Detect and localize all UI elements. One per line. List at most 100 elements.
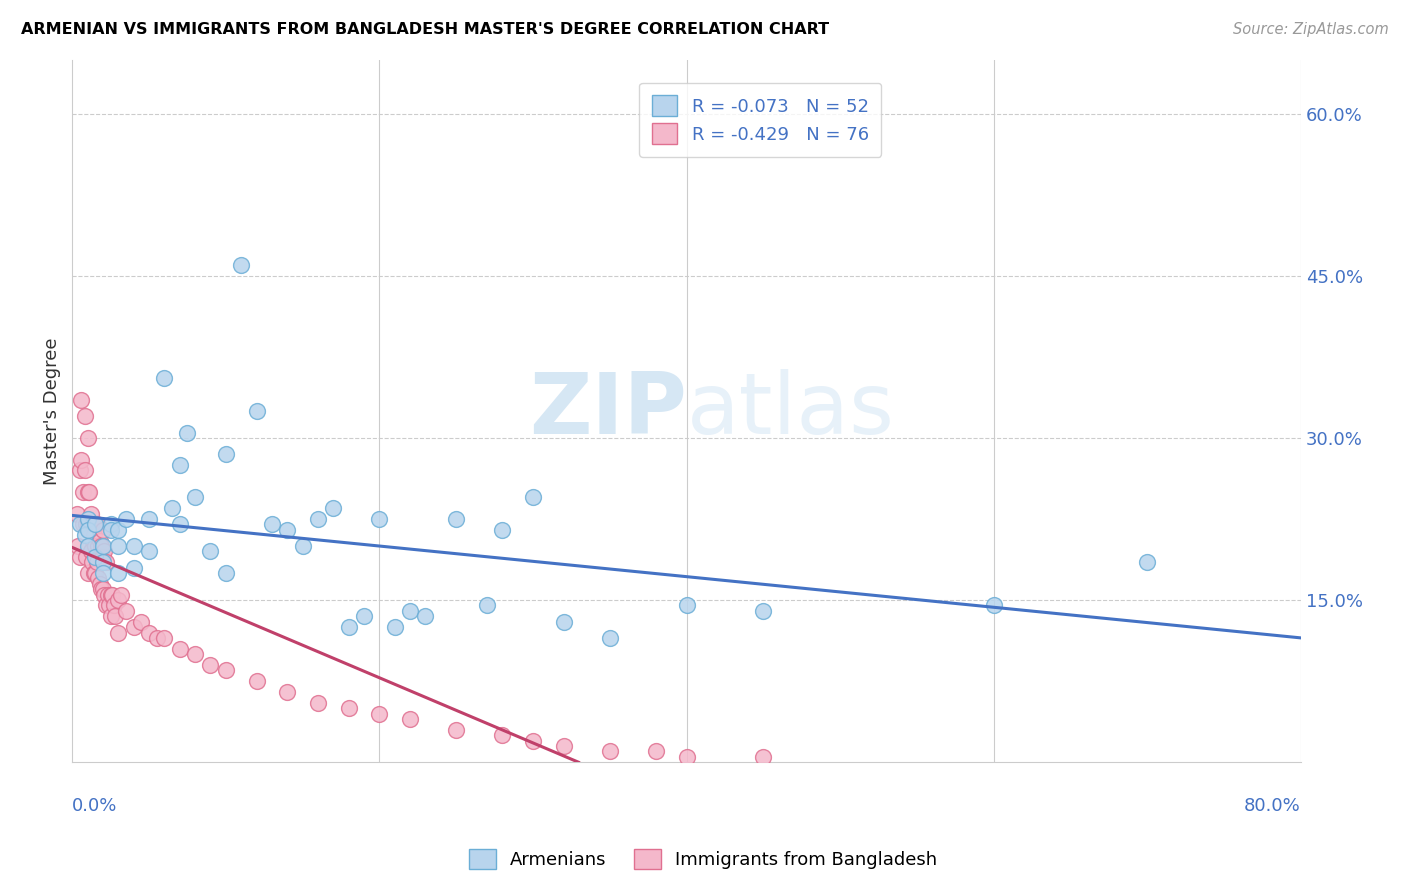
Point xyxy=(276,523,298,537)
Point xyxy=(89,577,111,591)
Point xyxy=(75,549,97,564)
Text: 0.0%: 0.0% xyxy=(72,797,118,815)
Point xyxy=(84,517,107,532)
Point xyxy=(94,555,117,569)
Point xyxy=(553,739,575,753)
Point xyxy=(169,641,191,656)
Point xyxy=(337,701,360,715)
Legend: Armenians, Immigrants from Bangladesh: Armenians, Immigrants from Bangladesh xyxy=(460,839,946,879)
Point xyxy=(215,663,238,677)
Point xyxy=(98,599,121,613)
Point xyxy=(553,615,575,629)
Point xyxy=(322,501,344,516)
Text: atlas: atlas xyxy=(686,369,894,452)
Point xyxy=(101,588,124,602)
Point xyxy=(79,544,101,558)
Point xyxy=(93,588,115,602)
Point xyxy=(522,491,544,505)
Point xyxy=(215,447,238,461)
Point xyxy=(100,588,122,602)
Point xyxy=(100,609,122,624)
Point xyxy=(399,712,422,726)
Point xyxy=(169,517,191,532)
Point xyxy=(84,539,107,553)
Point xyxy=(87,571,110,585)
Point xyxy=(245,674,267,689)
Point xyxy=(93,544,115,558)
Point xyxy=(100,517,122,532)
Point xyxy=(153,631,176,645)
Point xyxy=(86,517,108,532)
Point xyxy=(76,566,98,580)
Point xyxy=(353,609,375,624)
Point xyxy=(72,517,94,532)
Point xyxy=(153,371,176,385)
Point xyxy=(67,539,90,553)
Point xyxy=(76,523,98,537)
Point xyxy=(444,723,467,737)
Point xyxy=(138,512,160,526)
Point xyxy=(103,599,125,613)
Text: 80.0%: 80.0% xyxy=(1244,797,1301,815)
Point xyxy=(77,523,100,537)
Point xyxy=(200,657,222,672)
Point xyxy=(91,549,114,564)
Point xyxy=(90,582,112,597)
Point xyxy=(90,539,112,553)
Point xyxy=(76,517,98,532)
Point xyxy=(491,728,513,742)
Text: ARMENIAN VS IMMIGRANTS FROM BANGLADESH MASTER'S DEGREE CORRELATION CHART: ARMENIAN VS IMMIGRANTS FROM BANGLADESH M… xyxy=(21,22,830,37)
Point xyxy=(72,485,94,500)
Point xyxy=(91,523,114,537)
Point xyxy=(599,631,621,645)
Point xyxy=(131,615,153,629)
Point xyxy=(79,507,101,521)
Point xyxy=(83,528,105,542)
Point xyxy=(644,744,666,758)
Point xyxy=(69,549,91,564)
Point xyxy=(384,620,406,634)
Point xyxy=(169,458,191,472)
Point xyxy=(87,539,110,553)
Point xyxy=(91,582,114,597)
Point xyxy=(100,523,122,537)
Point xyxy=(91,566,114,580)
Point xyxy=(200,544,222,558)
Point xyxy=(444,512,467,526)
Point xyxy=(84,517,107,532)
Point xyxy=(675,749,697,764)
Point xyxy=(69,517,91,532)
Point xyxy=(176,425,198,440)
Point xyxy=(522,733,544,747)
Point xyxy=(96,588,118,602)
Point xyxy=(82,555,104,569)
Point xyxy=(73,528,96,542)
Point xyxy=(73,409,96,424)
Point xyxy=(82,517,104,532)
Point xyxy=(107,523,129,537)
Point xyxy=(70,452,93,467)
Point xyxy=(307,696,329,710)
Point xyxy=(1136,555,1159,569)
Point xyxy=(368,512,391,526)
Point xyxy=(75,517,97,532)
Point xyxy=(245,404,267,418)
Point xyxy=(76,431,98,445)
Point xyxy=(752,604,775,618)
Point xyxy=(145,631,167,645)
Point xyxy=(91,555,114,569)
Point xyxy=(599,744,621,758)
Point xyxy=(752,749,775,764)
Point xyxy=(107,539,129,553)
Point xyxy=(122,539,145,553)
Point xyxy=(70,393,93,408)
Point xyxy=(260,517,283,532)
Point xyxy=(69,463,91,477)
Point xyxy=(491,523,513,537)
Point xyxy=(84,549,107,564)
Point xyxy=(184,491,207,505)
Text: ZIP: ZIP xyxy=(529,369,686,452)
Point xyxy=(122,560,145,574)
Point xyxy=(76,485,98,500)
Point xyxy=(91,539,114,553)
